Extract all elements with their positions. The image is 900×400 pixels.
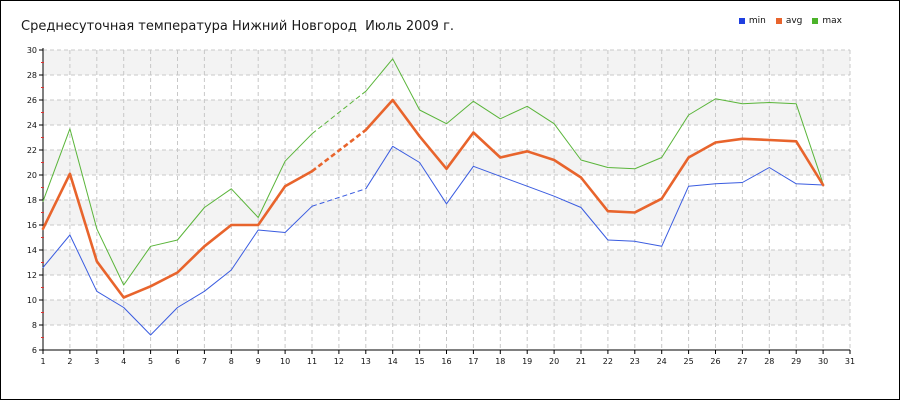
chart-title: Среднесуточная температура Нижний Новгор… [21, 19, 455, 34]
x-tick-label: 7 [202, 357, 207, 366]
y-tick-label: 22 [27, 146, 37, 155]
y-tick-label: 14 [27, 246, 37, 255]
x-tick-label: 21 [576, 357, 586, 366]
y-tick-label: 26 [27, 96, 37, 105]
x-tick-label: 8 [229, 357, 234, 366]
legend-label-min: min [748, 16, 766, 26]
legend-swatch-max [812, 18, 819, 24]
x-tick-label: 11 [307, 357, 317, 366]
y-tick-label: 16 [27, 221, 37, 230]
legend-swatch-avg [775, 18, 782, 24]
series-min-line [365, 145, 824, 247]
x-tick-label: 31 [845, 357, 855, 366]
legend-swatch-min [738, 18, 745, 24]
x-tick-label: 28 [764, 357, 774, 366]
series-avg-gap-line [311, 128, 367, 173]
x-tick-label: 4 [121, 357, 126, 366]
x-tick-label: 16 [441, 357, 451, 366]
x-tick-label: 18 [495, 357, 505, 366]
x-tick-label: 20 [549, 357, 559, 366]
legend-label-max: max [822, 16, 842, 26]
series-min-gap-line [311, 188, 366, 207]
legend-label-avg: avg [785, 16, 803, 26]
legend-item-avg: avg [775, 16, 803, 26]
x-tick-label: 1 [40, 357, 45, 366]
series-avg-line [41, 170, 314, 299]
x-tick-label: 24 [657, 357, 667, 366]
series-max-line [365, 58, 824, 185]
y-tick-label: 18 [27, 196, 37, 205]
x-tick-label: 23 [630, 357, 640, 366]
x-tick-label: 15 [415, 357, 425, 366]
x-tick-label: 6 [175, 357, 180, 366]
y-tick-label: 6 [32, 346, 37, 355]
legend-item-max: max [812, 16, 842, 26]
y-tick-label: 28 [27, 71, 37, 80]
x-tick-label: 9 [256, 357, 261, 366]
x-tick-label: 25 [684, 357, 694, 366]
x-tick-label: 26 [710, 357, 720, 366]
x-tick-label: 29 [791, 357, 801, 366]
x-tick-label: 14 [388, 357, 398, 366]
series-max-line [42, 128, 313, 286]
x-tick-label: 13 [361, 357, 371, 366]
x-tick-label: 22 [603, 357, 613, 366]
x-tick-label: 27 [737, 357, 747, 366]
y-tick-label: 20 [27, 171, 37, 180]
x-tick-label: 10 [280, 357, 290, 366]
x-tick-label: 17 [468, 357, 478, 366]
x-tick-label: 19 [522, 357, 532, 366]
legend-item-min: min [738, 16, 766, 26]
x-tick-label: 5 [148, 357, 153, 366]
y-tick-label: 30 [27, 46, 37, 55]
legend: min avg max [738, 16, 842, 26]
x-tick-label: 3 [94, 357, 99, 366]
y-tick-label: 8 [32, 321, 37, 330]
y-tick-label: 12 [27, 271, 37, 280]
series-avg-line [364, 98, 825, 214]
x-tick-label: 30 [818, 357, 828, 366]
x-tick-label: 2 [67, 357, 72, 366]
series-min-line [42, 205, 313, 336]
plot-band [43, 50, 850, 75]
y-tick-label: 10 [27, 296, 37, 305]
series-max-gap-line [311, 90, 367, 135]
x-tick-label: 12 [334, 357, 344, 366]
y-tick-label: 24 [27, 121, 37, 130]
